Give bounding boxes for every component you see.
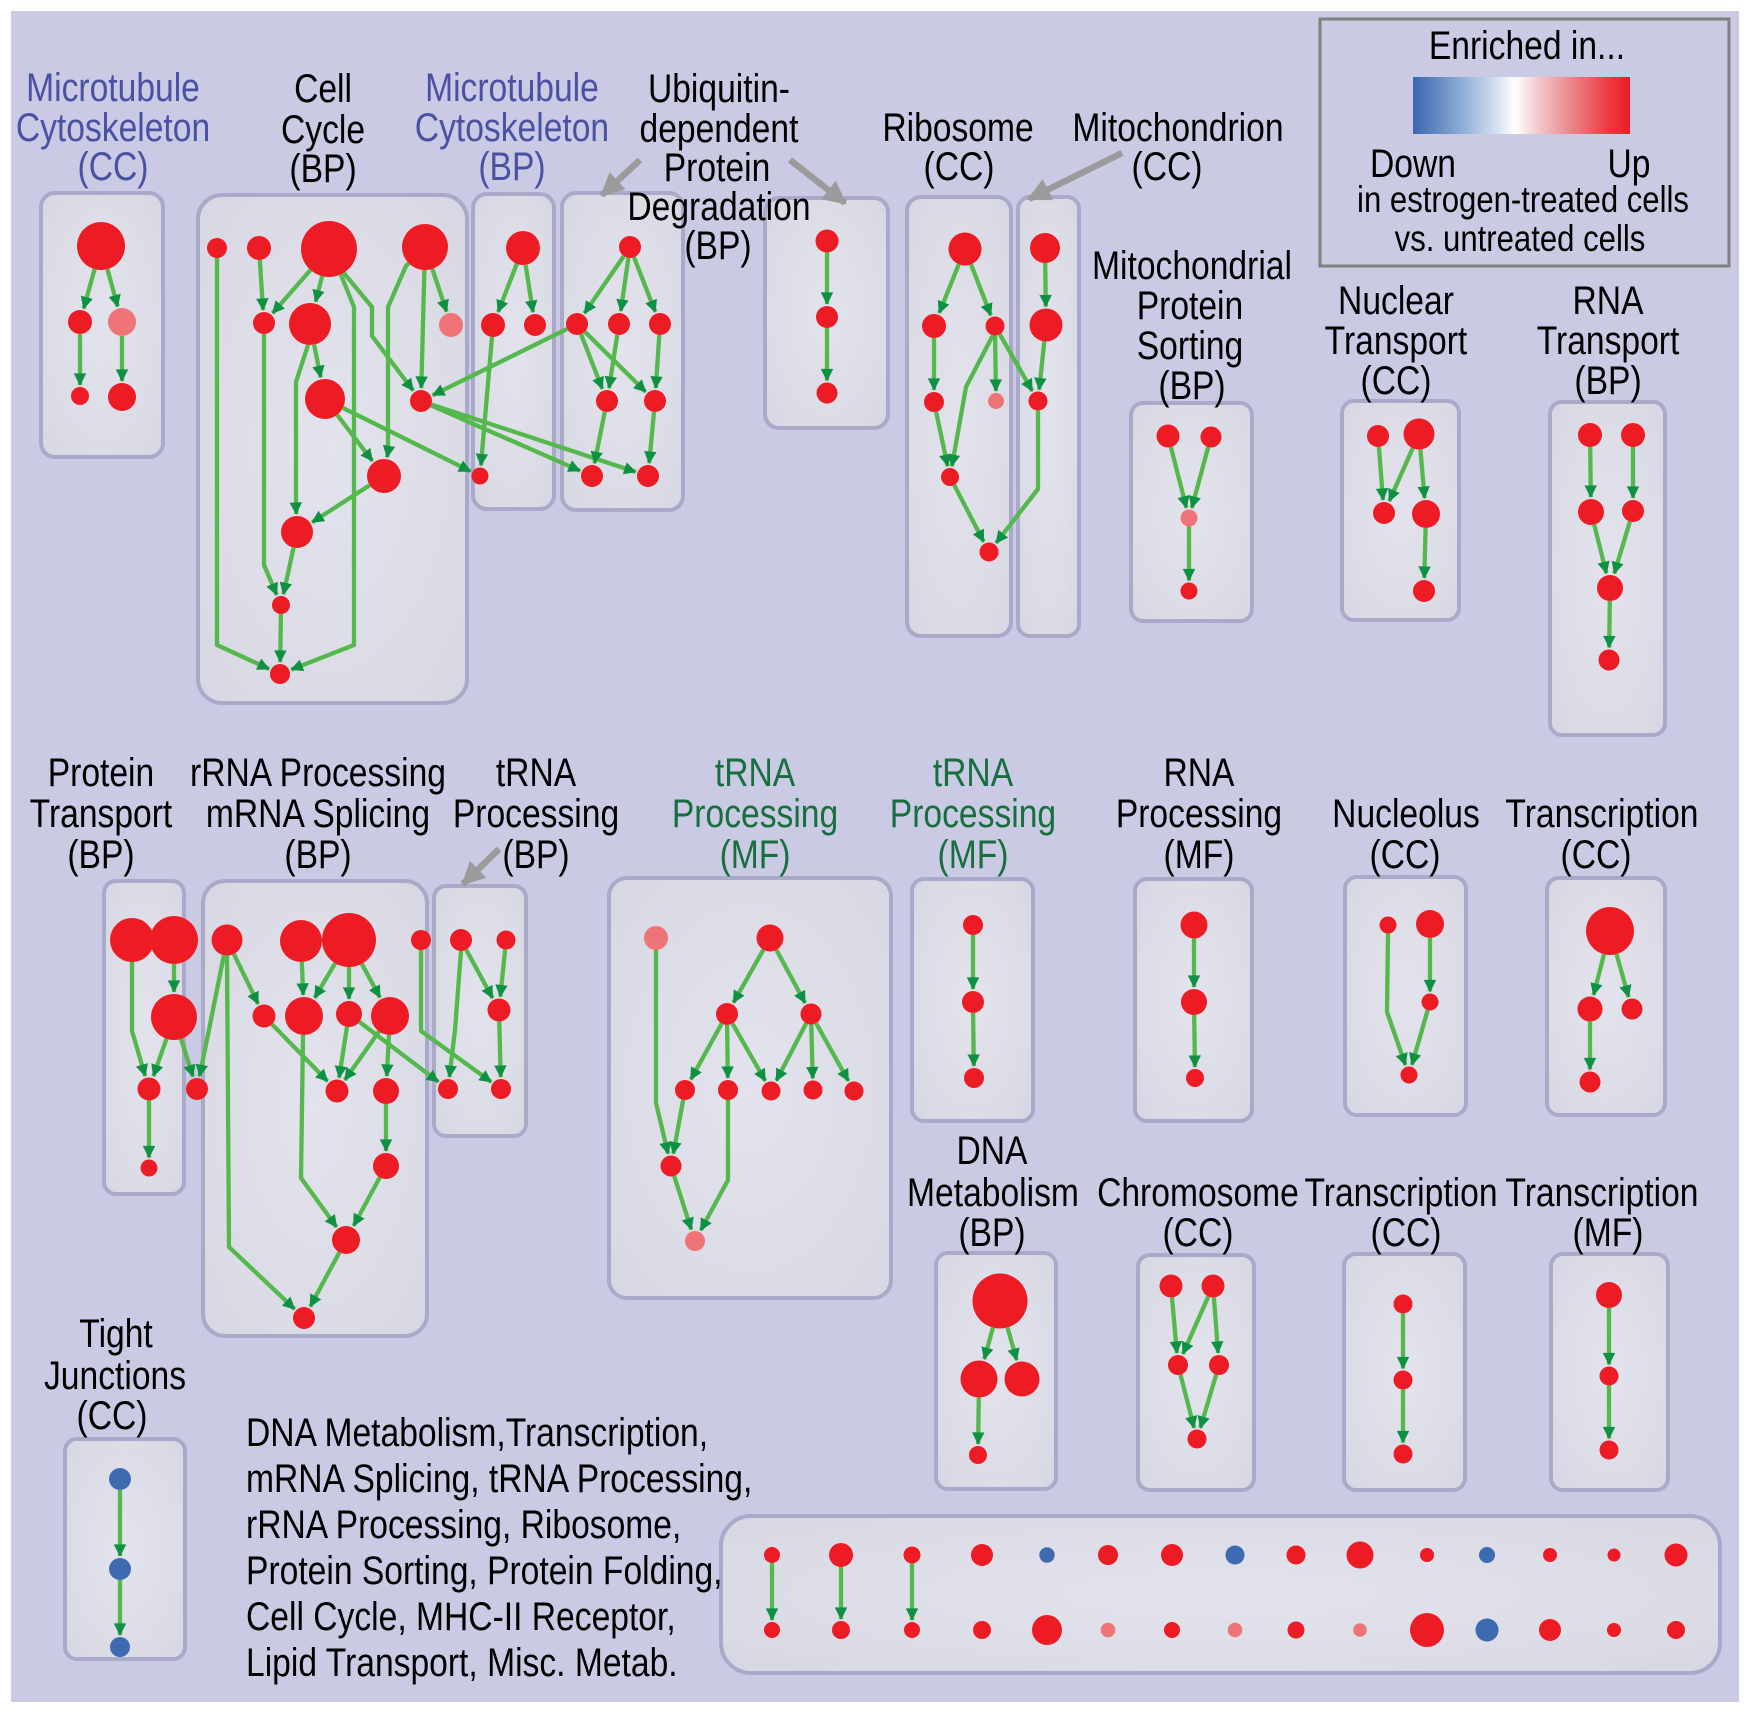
svg-text:Transport: Transport	[30, 791, 173, 835]
svg-text:Microtubule: Microtubule	[26, 65, 200, 109]
svg-text:RNA: RNA	[1163, 750, 1234, 794]
svg-text:(CC): (CC)	[78, 144, 149, 188]
svg-text:(MF): (MF)	[720, 832, 791, 876]
svg-text:Nucleolus: Nucleolus	[1332, 791, 1480, 835]
svg-text:Processing: Processing	[890, 791, 1056, 835]
svg-text:(CC): (CC)	[1371, 1210, 1442, 1254]
svg-text:Lipid Transport, Misc. Metab.: Lipid Transport, Misc. Metab.	[246, 1640, 678, 1684]
svg-text:Mitochondrial: Mitochondrial	[1092, 243, 1292, 287]
svg-text:(CC): (CC)	[1162, 1210, 1233, 1254]
svg-text:Transcription: Transcription	[1505, 1170, 1698, 1214]
svg-text:(MF): (MF)	[1164, 832, 1235, 876]
svg-text:Transport: Transport	[1537, 318, 1680, 362]
svg-text:Protein: Protein	[664, 145, 771, 189]
svg-text:Processing: Processing	[453, 791, 619, 835]
svg-text:Mitochondrion: Mitochondrion	[1072, 105, 1283, 149]
svg-text:dependent: dependent	[640, 106, 799, 150]
svg-text:rRNA Processing, Ribosome,: rRNA Processing, Ribosome,	[246, 1502, 681, 1546]
svg-text:(BP): (BP)	[1158, 363, 1225, 407]
svg-text:in estrogen-treated cells: in estrogen-treated cells	[1357, 180, 1689, 221]
svg-text:Protein: Protein	[1137, 283, 1244, 327]
svg-text:Up: Up	[1607, 141, 1650, 185]
svg-text:Nuclear: Nuclear	[1338, 278, 1454, 322]
svg-text:rRNA Processing: rRNA Processing	[190, 750, 446, 794]
svg-text:mRNA Splicing: mRNA Splicing	[206, 791, 430, 835]
svg-text:(MF): (MF)	[1573, 1210, 1644, 1254]
svg-text:Cytoskeleton: Cytoskeleton	[16, 105, 210, 149]
svg-text:Cycle: Cycle	[281, 107, 365, 151]
svg-text:(BP): (BP)	[284, 832, 351, 876]
svg-text:Cell Cycle, MHC-II Receptor,: Cell Cycle, MHC-II Receptor,	[246, 1594, 676, 1638]
svg-text:Chromosome: Chromosome	[1097, 1170, 1299, 1214]
svg-text:Transcription: Transcription	[1304, 1170, 1497, 1214]
svg-text:tRNA: tRNA	[715, 750, 796, 794]
svg-text:Degradation: Degradation	[627, 184, 810, 228]
svg-text:(CC): (CC)	[77, 1393, 148, 1437]
svg-text:(BP): (BP)	[502, 832, 569, 876]
svg-text:Tight: Tight	[79, 1311, 152, 1355]
svg-text:(BP): (BP)	[684, 223, 751, 267]
svg-text:(MF): (MF)	[938, 832, 1009, 876]
svg-text:DNA Metabolism,Transcription,: DNA Metabolism,Transcription,	[246, 1410, 708, 1454]
svg-text:Cytoskeleton: Cytoskeleton	[415, 105, 609, 149]
svg-text:Cell: Cell	[294, 66, 352, 110]
svg-text:Transport: Transport	[1325, 318, 1468, 362]
svg-text:Processing: Processing	[1116, 791, 1282, 835]
svg-text:(CC): (CC)	[1370, 832, 1441, 876]
svg-text:Down: Down	[1370, 141, 1456, 185]
svg-text:(BP): (BP)	[289, 146, 356, 190]
svg-text:(CC): (CC)	[1132, 144, 1203, 188]
svg-text:(CC): (CC)	[1361, 358, 1432, 402]
svg-text:(BP): (BP)	[958, 1210, 1025, 1254]
svg-text:Protein Sorting, Protein Foldi: Protein Sorting, Protein Folding,	[246, 1548, 723, 1592]
svg-text:(CC): (CC)	[1561, 832, 1632, 876]
svg-text:Transcription: Transcription	[1505, 791, 1698, 835]
svg-text:Ubiquitin-: Ubiquitin-	[648, 66, 790, 110]
svg-text:Processing: Processing	[672, 791, 838, 835]
svg-text:Microtubule: Microtubule	[425, 65, 599, 109]
svg-text:(BP): (BP)	[478, 144, 545, 188]
svg-text:Sorting: Sorting	[1137, 323, 1244, 367]
svg-text:vs. untreated cells: vs. untreated cells	[1395, 219, 1646, 260]
svg-text:tRNA: tRNA	[933, 750, 1014, 794]
svg-text:tRNA: tRNA	[496, 750, 577, 794]
svg-text:mRNA Splicing, tRNA Processing: mRNA Splicing, tRNA Processing,	[246, 1456, 752, 1500]
svg-text:Protein: Protein	[48, 750, 155, 794]
svg-text:(BP): (BP)	[67, 832, 134, 876]
svg-text:(CC): (CC)	[924, 144, 995, 188]
svg-text:RNA: RNA	[1573, 278, 1644, 322]
svg-text:DNA: DNA	[956, 1128, 1027, 1172]
svg-text:(BP): (BP)	[1574, 358, 1641, 402]
svg-text:Metabolism: Metabolism	[907, 1170, 1079, 1214]
svg-text:Ribosome: Ribosome	[882, 105, 1033, 149]
svg-text:Junctions: Junctions	[44, 1353, 186, 1397]
svg-text:Enriched in...: Enriched in...	[1429, 23, 1625, 67]
